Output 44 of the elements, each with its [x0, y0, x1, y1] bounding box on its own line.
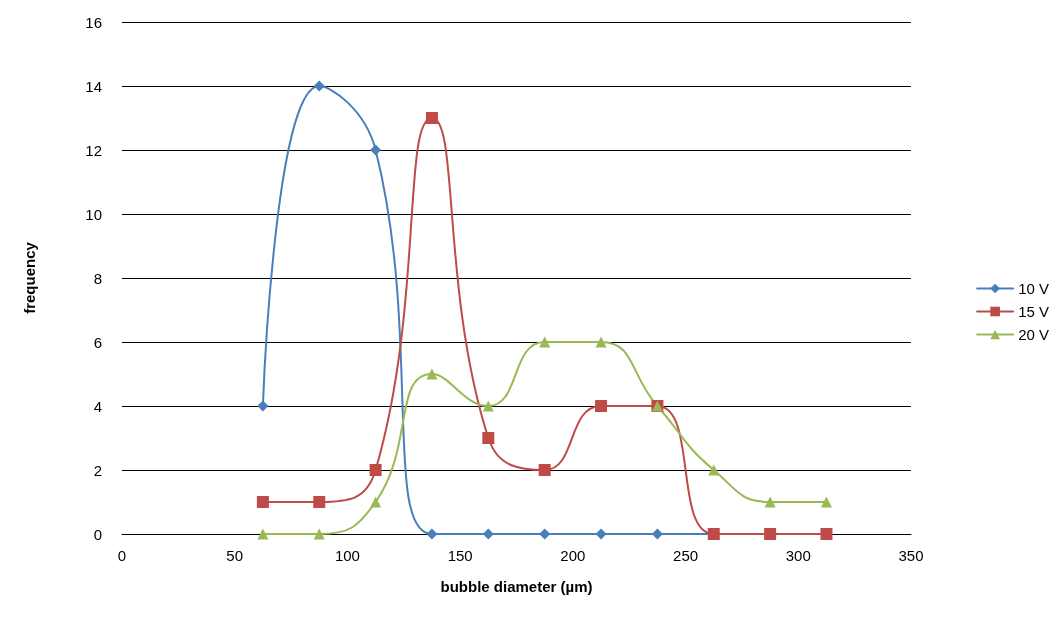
- point: [313, 80, 325, 92]
- legend-label: 10 V: [1018, 280, 1049, 297]
- y-tick-label: 0: [93, 525, 102, 543]
- y-tick-label: 16: [85, 13, 102, 31]
- point: [820, 496, 832, 508]
- legend-label: 20 V: [1018, 326, 1049, 343]
- point: [595, 336, 607, 348]
- y-axis-title: frequency: [21, 241, 38, 314]
- y-tick-label: 8: [93, 269, 102, 287]
- point: [482, 432, 495, 444]
- y-tick-label: 2: [93, 461, 102, 479]
- point: [538, 464, 551, 476]
- point: [370, 496, 382, 508]
- point: [313, 528, 325, 540]
- x-tick-label: 300: [785, 547, 811, 564]
- y-tick-label: 14: [85, 77, 102, 95]
- point: [313, 496, 326, 508]
- point: [257, 528, 269, 540]
- point: [370, 144, 382, 156]
- x-tick-label: 350: [898, 547, 924, 564]
- y-tick-label: 10: [85, 205, 102, 223]
- legend-label: 15 V: [1018, 303, 1049, 320]
- point: [425, 112, 438, 124]
- y-tick-label: 4: [93, 397, 102, 415]
- x-tick-label: 0: [117, 547, 127, 564]
- point: [595, 528, 607, 540]
- x-tick-label: 150: [447, 547, 473, 564]
- point: [708, 464, 720, 476]
- point: [764, 496, 776, 508]
- point: [257, 400, 269, 412]
- x-tick-label: 200: [560, 547, 586, 564]
- point: [482, 400, 494, 412]
- point: [426, 528, 438, 540]
- x-tick-label: 100: [334, 547, 360, 564]
- point: [595, 400, 608, 412]
- x-axis-title: bubble diameter (µm): [440, 578, 593, 595]
- point: [369, 464, 382, 476]
- point: [539, 336, 551, 348]
- y-tick-label: 12: [85, 141, 102, 159]
- point: [256, 496, 269, 508]
- point: [426, 368, 438, 380]
- y-tick-label: 6: [93, 333, 102, 351]
- x-tick-label: 50: [226, 547, 244, 564]
- x-tick-label: 250: [673, 547, 699, 564]
